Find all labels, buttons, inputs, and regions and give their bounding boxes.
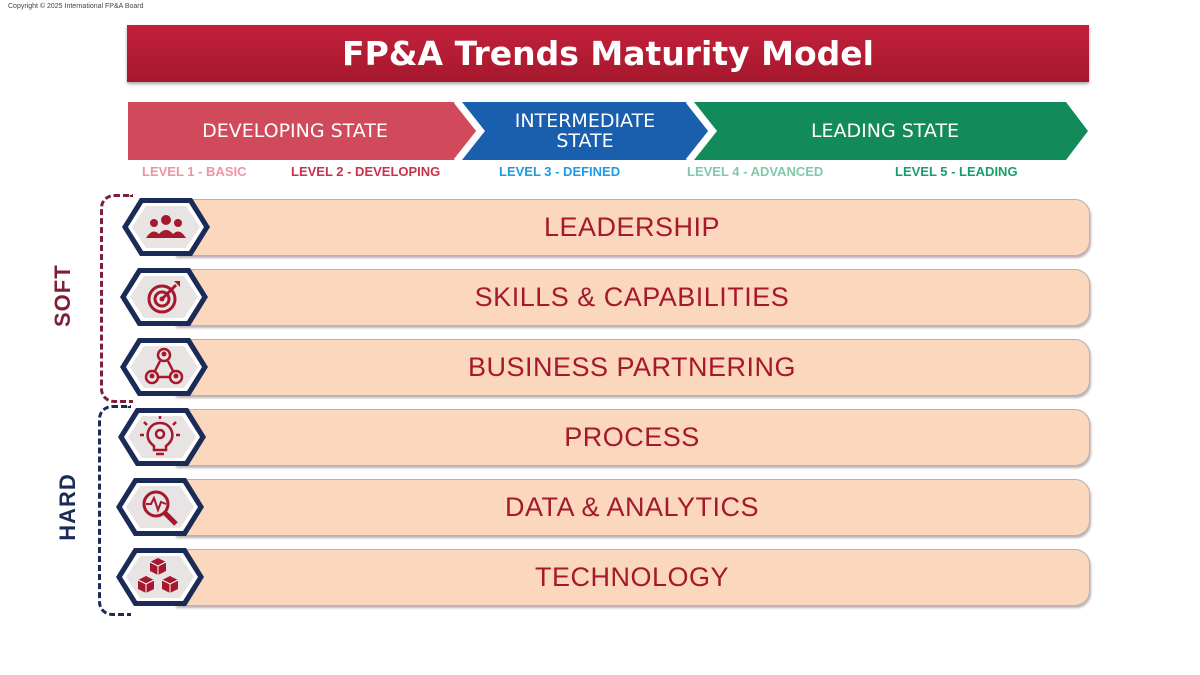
- dimension-row-technology: TECHNOLOGY: [175, 549, 1090, 606]
- level-1-label: LEVEL 1 - BASIC: [142, 164, 247, 179]
- state-arrow-separator-2: [685, 101, 712, 161]
- dimension-label: DATA & ANALYTICS: [504, 492, 760, 522]
- level-5-label: LEVEL 5 - LEADING: [895, 164, 1018, 179]
- dimension-label: SKILLS & CAPABILITIES: [474, 282, 790, 312]
- magnifier-pulse-icon: [114, 476, 206, 538]
- network-people-icon: [118, 336, 210, 398]
- dimension-label: BUSINESS PARTNERING: [467, 352, 797, 382]
- hard-group-bracket: [98, 405, 131, 616]
- page-title: FP&A Trends Maturity Model: [127, 25, 1089, 82]
- dimension-row-leadership: LEADERSHIP: [175, 199, 1090, 256]
- state-intermediate-label-line2: STATE: [556, 130, 614, 152]
- dimension-label: PROCESS: [564, 422, 700, 452]
- state-arrow-separator-1: [453, 101, 480, 161]
- cubes-icon: [114, 546, 206, 608]
- level-2-label: LEVEL 2 - DEVELOPING: [291, 164, 441, 179]
- target-icon: [118, 266, 210, 328]
- hard-group-label: HARD: [55, 473, 80, 541]
- dimension-label: TECHNOLOGY: [534, 562, 730, 592]
- level-4-label: LEVEL 4 - ADVANCED: [687, 164, 824, 179]
- state-developing-label: DEVELOPING STATE: [202, 120, 388, 142]
- lightbulb-gear-icon: [116, 406, 208, 468]
- state-intermediate-label-line1: INTERMEDIATE: [514, 110, 656, 132]
- dimension-row-skills: SKILLS & CAPABILITIES: [175, 269, 1090, 326]
- soft-group-label: SOFT: [50, 264, 75, 327]
- copyright-notice: Copyright © 2025 International FP&A Boar…: [8, 3, 144, 10]
- soft-group-bracket: [100, 194, 133, 403]
- dimension-label: LEADERSHIP: [543, 212, 721, 242]
- people-group-icon: [120, 196, 212, 258]
- dimension-row-business-partnering: BUSINESS PARTNERING: [175, 339, 1090, 396]
- dimension-row-data-analytics: DATA & ANALYTICS: [175, 479, 1090, 536]
- state-leading-label: LEADING STATE: [810, 120, 960, 142]
- level-3-label: LEVEL 3 - DEFINED: [499, 164, 621, 179]
- dimension-row-process: PROCESS: [175, 409, 1090, 466]
